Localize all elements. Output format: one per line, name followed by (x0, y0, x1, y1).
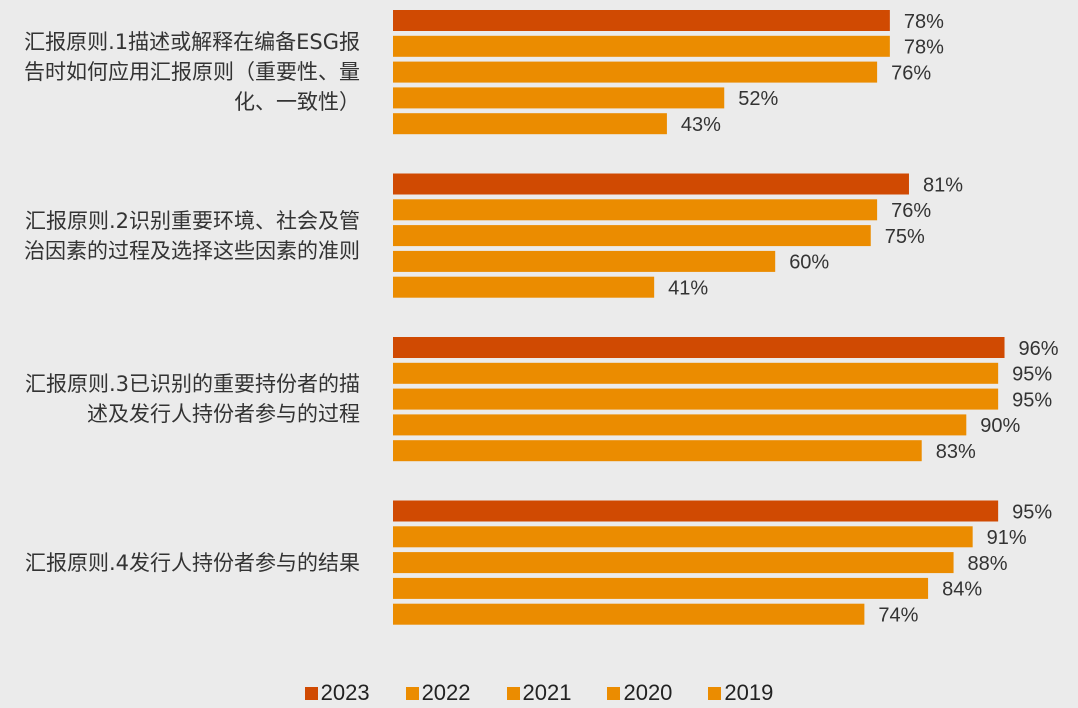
value-label: 91% (987, 527, 1027, 549)
legend-item: 2023 (304, 680, 370, 706)
legend-label: 2022 (421, 680, 471, 705)
bar (393, 526, 973, 548)
legend-item: 2022 (405, 680, 471, 706)
legend-label: 2019 (724, 680, 774, 705)
value-label: 41% (668, 277, 708, 299)
bar (393, 35, 890, 57)
bar (393, 199, 878, 221)
value-label: 84% (942, 579, 982, 601)
category-label: 汇报原则.4发行人持份者参与的结果 (24, 550, 360, 575)
legend-swatch (405, 686, 419, 700)
legend-item: 2019 (708, 680, 773, 706)
value-label: 60% (789, 252, 829, 274)
legend-swatch (506, 686, 520, 700)
value-label: 76% (891, 62, 931, 84)
value-label: 95% (1012, 501, 1052, 523)
bar (393, 500, 999, 522)
value-label: 43% (681, 114, 721, 136)
value-label: 96% (1019, 338, 1059, 360)
bar (393, 440, 922, 462)
bar (393, 87, 725, 109)
bar (393, 362, 999, 384)
bar (393, 577, 929, 599)
bar (393, 337, 1005, 358)
value-label: 90% (980, 415, 1020, 437)
bar (393, 10, 890, 31)
category-label: 汇报原则.2识别重要环境、社会及管治因素的过程及选择这些因素的准则 (24, 208, 360, 263)
bar (393, 61, 878, 83)
category-label: 汇报原则.3已识别的重要持份者的描述及发行人持份者参与的过程 (24, 372, 360, 427)
value-label: 78% (904, 11, 944, 33)
category-label: 汇报原则.1描述或解释在编备ESG报告时如何应用汇报原则（重要性、量化、一致性） (24, 30, 360, 115)
value-label: 78% (904, 37, 944, 59)
bar (393, 603, 865, 625)
legend-label: 2020 (623, 680, 673, 705)
bar (393, 388, 999, 410)
value-label: 95% (1012, 389, 1052, 411)
value-label: 52% (738, 88, 778, 110)
legend-swatch (708, 686, 722, 700)
bar (393, 113, 667, 135)
value-label: 95% (1012, 364, 1052, 386)
value-label: 75% (885, 226, 925, 248)
bar (393, 225, 871, 247)
legend: 2023 2022 2021 2020 2019 (0, 680, 1078, 706)
legend-swatch (304, 686, 318, 700)
bar (393, 173, 909, 195)
legend-item: 2021 (506, 680, 572, 706)
value-label: 74% (878, 604, 918, 626)
value-label: 88% (968, 553, 1008, 575)
legend-item: 2020 (607, 680, 672, 706)
legend-label: 2023 (320, 680, 370, 705)
bar (393, 552, 954, 574)
bar (393, 250, 776, 272)
value-label: 76% (891, 200, 931, 222)
legend-swatch (607, 686, 621, 700)
bar (393, 276, 655, 298)
value-label: 81% (923, 174, 963, 196)
bar (393, 414, 967, 436)
legend-label: 2021 (522, 680, 572, 705)
value-label: 83% (936, 441, 976, 463)
